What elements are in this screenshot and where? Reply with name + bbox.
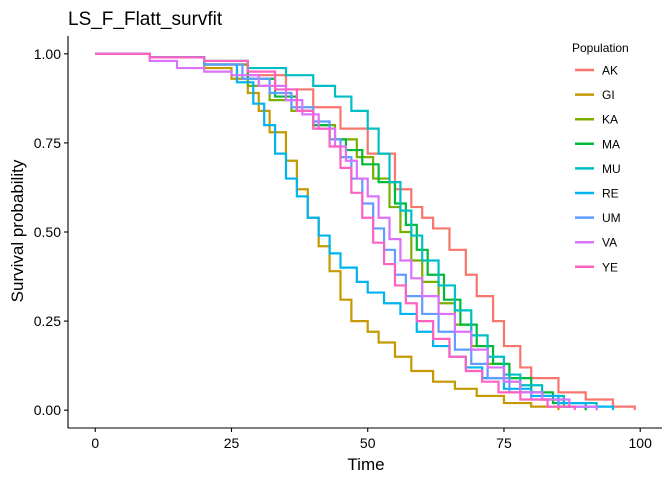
x-tick-label: 100 <box>629 435 653 451</box>
series-line-mu <box>95 52 598 411</box>
y-axis-title: Survival probability <box>8 159 27 302</box>
series-line-um <box>95 52 598 411</box>
legend-label-va: VA <box>602 236 617 250</box>
axes: 0.00 0.25 0.50 0.75 1.00 0 25 50 75 100 <box>34 36 662 451</box>
x-ticks: 0 25 50 75 100 <box>91 428 652 451</box>
series-line-ak <box>95 52 636 411</box>
x-axis-title: Time <box>347 455 384 474</box>
series-line-va <box>95 52 598 411</box>
legend-label-ka: KA <box>602 113 618 127</box>
legend-label-um: UM <box>602 211 621 225</box>
series-lines <box>95 52 636 411</box>
series-line-ye <box>95 52 576 411</box>
legend-items: AK GI KA MA MU RE UM VA YE <box>575 64 621 274</box>
legend-label-gi: GI <box>602 88 615 102</box>
x-tick-label: 50 <box>360 435 376 451</box>
y-tick-label: 0.00 <box>34 402 61 418</box>
legend-label-re: RE <box>602 187 619 201</box>
legend-label-ma: MA <box>602 137 620 151</box>
legend-label-ye: YE <box>602 260 618 274</box>
x-tick-label: 0 <box>91 435 99 451</box>
legend-label-mu: MU <box>602 162 621 176</box>
y-tick-label: 0.25 <box>34 313 61 329</box>
y-tick-label: 1.00 <box>34 46 61 62</box>
series-line-re <box>95 52 615 411</box>
legend: Population AK GI KA MA MU RE UM VA YE <box>572 41 629 274</box>
y-tick-label: 0.75 <box>34 135 61 151</box>
y-ticks: 0.00 0.25 0.50 0.75 1.00 <box>34 46 68 418</box>
series-line-gi <box>95 52 560 411</box>
x-tick-label: 25 <box>224 435 240 451</box>
chart-title: LS_F_Flatt_survfit <box>68 9 223 30</box>
y-tick-label: 0.50 <box>34 224 61 240</box>
x-tick-label: 75 <box>496 435 512 451</box>
legend-label-ak: AK <box>602 64 618 78</box>
legend-title: Population <box>572 41 629 55</box>
